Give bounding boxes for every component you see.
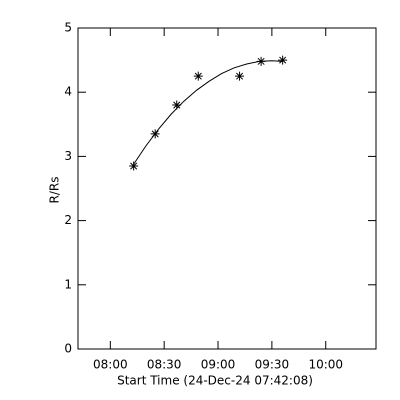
x-tick-label: 09:30: [255, 358, 290, 372]
y-tick-label: 3: [64, 149, 72, 163]
plot-frame: [77, 27, 377, 350]
data-point: [129, 161, 139, 171]
data-point: [235, 71, 245, 81]
data-point: [193, 71, 203, 81]
y-tick-label: 4: [64, 85, 72, 99]
fit-line: [133, 60, 283, 165]
y-tick-label: 0: [64, 342, 72, 356]
x-tick-label: 09:00: [201, 358, 236, 372]
x-tick-label: 08:00: [93, 358, 128, 372]
x-axis-label: Start Time (24-Dec-24 07:42:08): [117, 374, 313, 388]
data-point: [278, 55, 288, 65]
x-tick-label: 10:00: [308, 358, 343, 372]
y-tick-label: 5: [64, 21, 72, 35]
x-tick-label: 08:30: [147, 358, 182, 372]
data-point: [172, 100, 182, 110]
y-axis-label: R/Rs: [48, 177, 62, 204]
y-tick-label: 1: [64, 277, 72, 291]
y-tick-label: 2: [64, 213, 72, 227]
